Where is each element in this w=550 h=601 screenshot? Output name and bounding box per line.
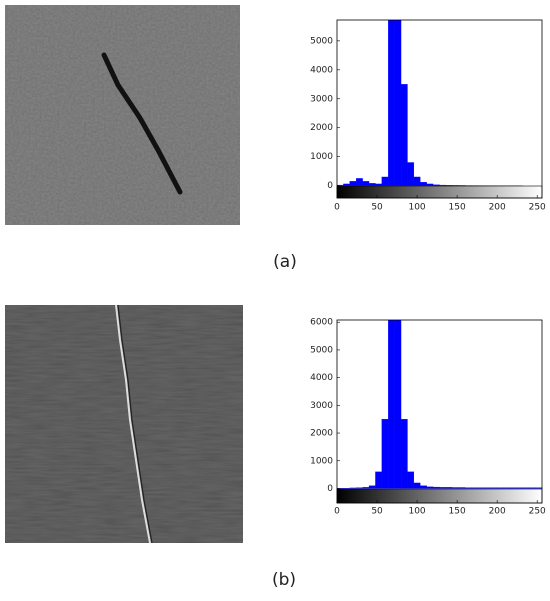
y-tick-label: 2000 xyxy=(310,429,333,439)
bar xyxy=(394,320,402,489)
bar xyxy=(381,419,389,489)
x-tick-label: 200 xyxy=(489,203,506,213)
colorbar xyxy=(336,488,543,504)
image-a xyxy=(5,5,240,225)
panel-caption: (a) xyxy=(273,252,297,272)
bar xyxy=(368,183,376,186)
bar xyxy=(439,487,447,489)
bar xyxy=(426,486,434,489)
bar xyxy=(362,487,370,489)
bar xyxy=(503,487,511,489)
y-tick-label: 4000 xyxy=(310,373,333,383)
bar xyxy=(349,181,357,186)
bar xyxy=(375,183,382,186)
x-tick-label: 100 xyxy=(408,203,425,213)
y-tick-label: 1000 xyxy=(310,152,333,162)
x-tick-label: 0 xyxy=(334,203,340,213)
bar xyxy=(407,471,415,489)
bar xyxy=(400,419,408,489)
panel-caption: (b) xyxy=(272,570,296,590)
y-tick-label: 3000 xyxy=(310,401,333,411)
bar xyxy=(388,20,395,186)
x-tick-label: 50 xyxy=(371,203,383,213)
x-tick-label: 200 xyxy=(489,507,506,517)
bar xyxy=(356,178,363,186)
bar xyxy=(362,181,370,186)
bar xyxy=(445,487,453,489)
bars xyxy=(337,320,542,489)
colorbar xyxy=(336,185,543,199)
x-tick-label: 0 xyxy=(334,507,340,517)
x-tick-label: 150 xyxy=(449,203,466,213)
bar xyxy=(432,486,440,489)
y-tick-label: 5000 xyxy=(310,345,333,355)
bar xyxy=(452,487,459,489)
x-tick-label: 100 xyxy=(408,507,425,517)
bar xyxy=(349,487,357,489)
bar xyxy=(388,320,395,489)
bar xyxy=(471,487,479,489)
bar xyxy=(477,487,485,489)
bar xyxy=(529,487,536,489)
y-tick-label: 0 xyxy=(327,484,333,494)
bar xyxy=(439,184,447,186)
bar xyxy=(535,487,542,489)
bar xyxy=(420,485,427,489)
bar xyxy=(400,84,408,186)
y-tick-label: 4000 xyxy=(310,65,333,75)
y-tick-label: 0 xyxy=(327,181,333,191)
bar xyxy=(343,183,350,186)
bar xyxy=(522,487,530,489)
y-tick-label: 3000 xyxy=(310,94,333,104)
bar xyxy=(394,20,402,186)
x-tick-label: 150 xyxy=(449,507,466,517)
bar xyxy=(420,182,427,186)
bars xyxy=(337,20,523,186)
bar xyxy=(516,487,523,489)
x-tick-label: 250 xyxy=(529,507,546,517)
bar xyxy=(375,471,382,489)
bar xyxy=(484,487,491,489)
bar xyxy=(464,487,472,489)
bar xyxy=(413,176,421,186)
bar xyxy=(497,487,504,489)
axes-box xyxy=(336,319,543,504)
bar xyxy=(432,184,440,186)
bar xyxy=(356,487,363,489)
bar xyxy=(407,162,415,186)
y-tick-label: 5000 xyxy=(310,36,333,46)
x-tick-label: 50 xyxy=(371,507,383,517)
bar xyxy=(368,485,376,489)
x-tick-label: 250 xyxy=(529,203,546,213)
bar xyxy=(413,482,421,489)
y-tick-label: 2000 xyxy=(310,123,333,133)
y-tick-label: 6000 xyxy=(310,318,333,328)
bar xyxy=(458,487,466,489)
bar xyxy=(509,487,517,489)
image-b xyxy=(5,304,243,544)
axes-box xyxy=(336,19,543,199)
bar xyxy=(426,183,434,186)
bar xyxy=(490,487,498,489)
bar xyxy=(381,176,389,186)
y-tick-label: 1000 xyxy=(310,456,333,466)
